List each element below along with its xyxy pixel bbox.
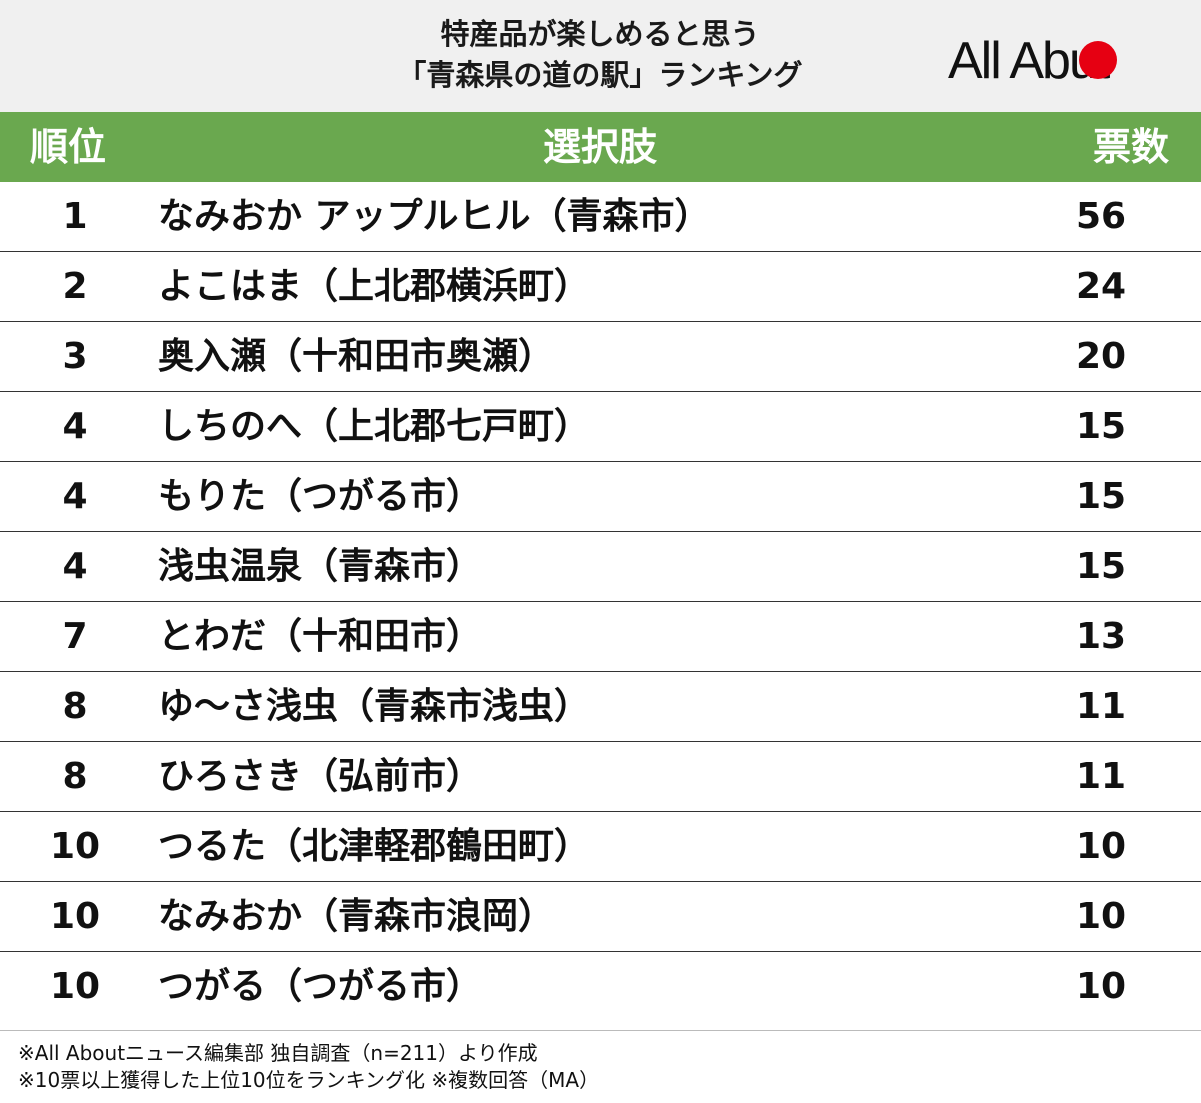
table-row: 3 奥入瀬（十和田市奥瀬） 20 (0, 322, 1201, 392)
row-name: 奥入瀬（十和田市奥瀬） (158, 336, 555, 377)
row-rank: 4 (62, 546, 88, 587)
row-name: ひろさき（弘前市） (158, 756, 483, 797)
row-votes: 10 (1075, 826, 1127, 867)
row-rank: 1 (62, 196, 88, 237)
logo-text-prefix: All Ab (948, 32, 1069, 90)
table-row: 8 ゆ〜さ浅虫（青森市浅虫） 11 (0, 672, 1201, 742)
row-votes: 15 (1075, 406, 1127, 447)
row-votes: 56 (1075, 196, 1127, 237)
row-votes: 11 (1075, 756, 1127, 797)
row-rank: 4 (62, 476, 88, 517)
footnotes: ※All Aboutニュース編集部 独自調査（n=211）より作成 ※10票以上… (18, 1040, 599, 1094)
table-row: 10 なみおか（青森市浪岡） 10 (0, 882, 1201, 952)
row-name: なみおか（青森市浪岡） (158, 896, 555, 937)
row-rank: 7 (62, 616, 88, 657)
row-votes: 15 (1075, 476, 1127, 517)
row-votes: 24 (1075, 266, 1127, 307)
row-votes: 13 (1075, 616, 1127, 657)
row-name: ゆ〜さ浅虫（青森市浅虫） (158, 686, 591, 727)
row-votes: 20 (1075, 336, 1127, 377)
row-name: なみおか アップルヒル（青森市） (158, 196, 711, 237)
row-rank: 10 (49, 826, 101, 867)
row-rank: 10 (49, 896, 101, 937)
row-rank: 8 (62, 756, 88, 797)
row-name: しちのへ（上北郡七戸町） (158, 406, 591, 447)
row-name: つるた（北津軽郡鶴田町） (158, 826, 591, 867)
header-votes: 票数 (1092, 125, 1169, 169)
row-name: もりた（つがる市） (158, 476, 483, 517)
table-row: 10 つるた（北津軽郡鶴田町） 10 (0, 812, 1201, 882)
table-row: 4 浅虫温泉（青森市） 15 (0, 532, 1201, 602)
row-rank: 4 (62, 406, 88, 447)
row-name: とわだ（十和田市） (158, 616, 483, 657)
header-choice: 選択肢 (542, 125, 657, 169)
footer-divider (0, 1030, 1201, 1031)
table-row: 4 もりた（つがる市） 15 (0, 462, 1201, 532)
title-line-1: 特産品が楽しめると思う (440, 17, 760, 51)
table-row: 2 よこはま（上北郡横浜町） 24 (0, 252, 1201, 322)
logo-red-dot-icon (1079, 41, 1117, 79)
row-name: つがる（つがる市） (158, 966, 483, 1007)
row-votes: 15 (1075, 546, 1127, 587)
row-rank: 8 (62, 686, 88, 727)
table-row: 1 なみおか アップルヒル（青森市） 56 (0, 182, 1201, 252)
table-row: 4 しちのへ（上北郡七戸町） 15 (0, 392, 1201, 462)
row-name: 浅虫温泉（青森市） (158, 546, 483, 587)
footnote-method: ※10票以上獲得した上位10位をランキング化 ※複数回答（MA） (18, 1068, 600, 1092)
header-rank: 順位 (30, 125, 107, 169)
header: 特産品が楽しめると思う 「青森県の道の駅」ランキング All Abut (0, 0, 1201, 112)
row-rank: 2 (62, 266, 88, 307)
table-row: 8 ひろさき（弘前市） 11 (0, 742, 1201, 812)
table-row: 10 つがる（つがる市） 10 (0, 952, 1201, 1022)
footnote-source: ※All Aboutニュース編集部 独自調査（n=211）より作成 (18, 1041, 538, 1065)
title-line-2: 「青森県の道の駅」ランキング (397, 58, 803, 92)
table-row: 7 とわだ（十和田市） 13 (0, 602, 1201, 672)
row-rank: 3 (62, 336, 88, 377)
row-name: よこはま（上北郡横浜町） (158, 266, 591, 307)
allabout-logo: All Abut (948, 22, 1178, 92)
row-votes: 11 (1075, 686, 1127, 727)
row-votes: 10 (1075, 896, 1127, 937)
ranking-table-body: 1 なみおか アップルヒル（青森市） 56 2 よこはま（上北郡横浜町） 24 … (0, 182, 1201, 1022)
table-header: 順位 選択肢 票数 (0, 112, 1201, 182)
row-votes: 10 (1075, 966, 1127, 1007)
page-title: 特産品が楽しめると思う 「青森県の道の駅」ランキング (300, 14, 900, 96)
row-rank: 10 (49, 966, 101, 1007)
